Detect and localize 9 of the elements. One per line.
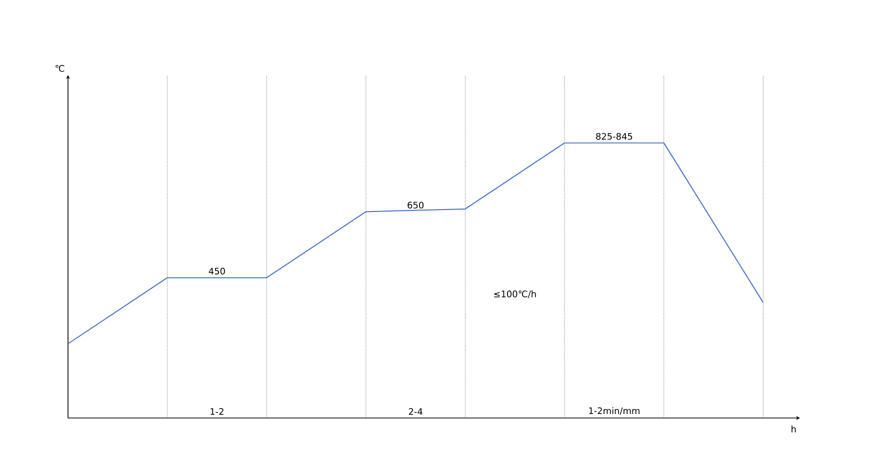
- annotation: 650: [408, 202, 424, 209]
- text: ℃: [56, 65, 64, 72]
- annotation: ≤100℃/h: [494, 290, 536, 298]
- text: 825-845: [596, 132, 632, 140]
- annotation: 1-2: [210, 408, 224, 415]
- annotation: 450: [208, 268, 225, 275]
- annotation: 2-4: [408, 408, 422, 415]
- x-axis-title: h: [792, 426, 796, 432]
- annotation: 1-2min/mm: [589, 407, 640, 415]
